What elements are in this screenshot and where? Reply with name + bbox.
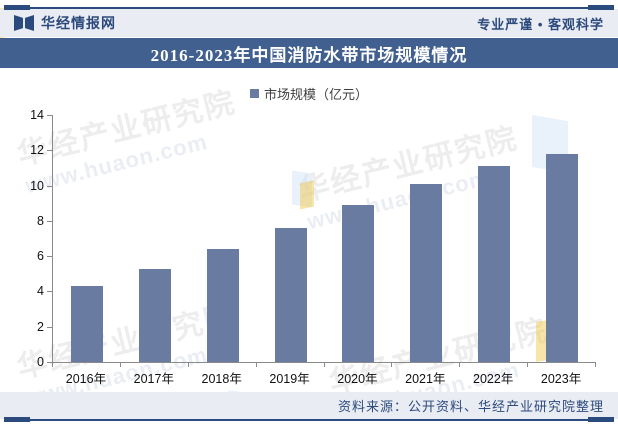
y-tick-mark-10 [47,185,52,187]
y-tick-label-10: 10 [30,178,44,193]
y-tick-mark-4 [47,291,52,293]
bar-2017年 [138,268,171,362]
y-tick-label-2: 2 [37,319,44,334]
x-tick-label-2021年: 2021年 [405,372,446,386]
brand-block: 华经情报网 [14,13,116,33]
y-tick-mark-0 [47,362,52,363]
bar-slot-2020年 [325,115,393,362]
y-tick-mark-6 [47,256,52,258]
bar-2020年 [342,205,375,362]
brand-name: 华经情报网 [41,15,116,31]
bar-2019年 [274,227,307,362]
top-border-line [4,7,614,9]
legend-label: 市场规模（亿元） [263,86,368,102]
header-bar: 华经情报网 专业严谨 • 客观科学 [0,9,618,37]
x-tick-mark-6 [459,363,461,367]
bar-2018年 [206,249,239,362]
footer-bar: 资料来源：公开资料、华经产业研究院整理 [0,392,618,419]
x-tick-label-2019年: 2019年 [269,372,310,386]
x-axis-labels: 2016年 2017年 2018年 2019年 2020年 2021年 2022年 2023年 [52,368,595,386]
huajing-logo-icon [14,15,34,31]
bottom-border-nub-left [4,417,30,422]
top-border-nub-right [588,5,614,10]
x-tick-mark-5 [391,363,393,367]
y-tick-label-6: 6 [37,249,44,264]
y-tick-mark-8 [47,220,52,222]
y-tick-mark-2 [47,326,52,328]
bar-2023年 [546,153,579,362]
x-tick-label-2022年: 2022年 [473,372,514,386]
bar-2016年 [70,286,103,362]
x-tick-label-2017年: 2017年 [133,372,174,386]
y-tick-mark-12 [47,150,52,152]
bar-chart-plot [52,115,596,363]
slogan-text: 专业严谨 • 客观科学 [477,16,604,32]
y-tick-mark-14 [47,115,52,116]
bar-slot-2021年 [392,115,460,362]
x-tick-mark-8 [595,363,596,367]
x-tick-mark-0 [52,363,53,367]
y-tick-label-8: 8 [37,213,44,228]
x-tick-label-2023年: 2023年 [540,372,582,386]
bar-2021年 [410,183,443,362]
bottom-border-nub-right [588,417,614,422]
x-tick-mark-2 [187,363,189,367]
y-tick-label-14: 14 [30,108,44,122]
bar-slot-2022年 [460,115,528,362]
top-border-nub-left [4,5,30,10]
x-tick-mark-4 [323,363,325,367]
x-tick-mark-3 [255,363,257,367]
x-tick-label-2020年: 2020年 [337,372,378,386]
bottom-border-line [4,419,614,421]
x-tick-label-2018年: 2018年 [201,372,242,386]
chart-title: 2016-2023年中国消防水带市场规模情况 [150,45,468,65]
bar-slot-2023年 [528,115,596,362]
legend-marker-square [249,88,259,98]
bar-slot-2018年 [189,115,257,362]
bar-slot-2019年 [257,115,325,362]
x-tick-label-2016年: 2016年 [65,372,107,386]
title-band: 2016-2023年中国消防水带市场规模情况 [0,38,618,68]
bar-2022年 [478,166,511,362]
y-tick-label-0: 0 [37,355,44,369]
x-tick-mark-1 [119,363,121,367]
y-tick-label-4: 4 [37,284,44,299]
bar-slot-2017年 [121,115,189,362]
x-tick-mark-7 [527,363,529,367]
data-source-text: 资料来源：公开资料、华经产业研究院整理 [337,399,604,414]
legend: 市场规模（亿元） [0,84,618,102]
y-tick-label-12: 12 [30,143,44,158]
bar-slot-2016年 [53,115,121,362]
